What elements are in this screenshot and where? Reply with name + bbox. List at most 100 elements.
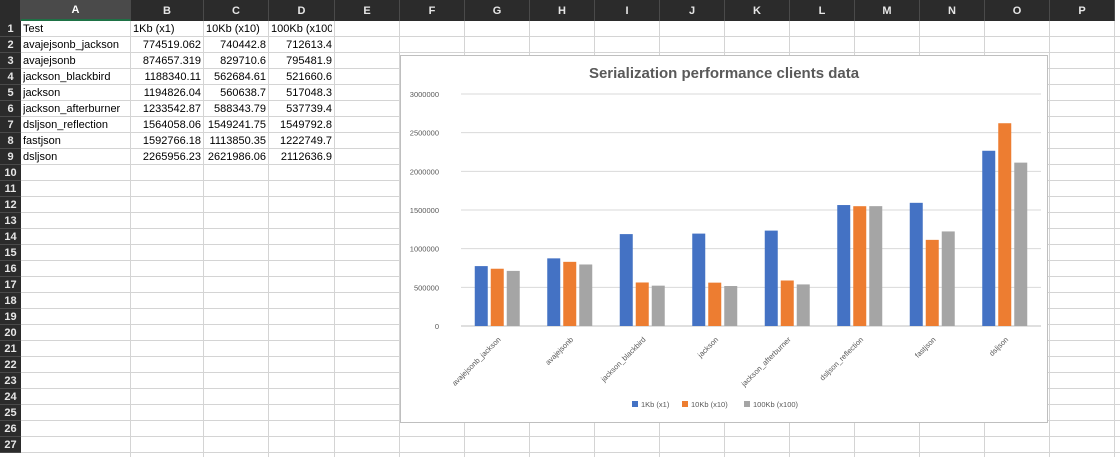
row-header-11[interactable]: 11 xyxy=(0,181,21,197)
row-header-17[interactable]: 17 xyxy=(0,277,21,293)
column-header-c[interactable]: C xyxy=(204,0,269,21)
cell-a4[interactable]: jackson_blackbird xyxy=(23,71,111,83)
cell-a3[interactable]: avajejsonb xyxy=(23,55,76,67)
cell-a2[interactable]: avajejsonb_jackson xyxy=(23,39,120,51)
cell-c8[interactable]: 1113850.35 xyxy=(209,135,266,147)
cell-d1[interactable]: 100Kb (x100) xyxy=(271,23,332,35)
row-header-19[interactable]: 19 xyxy=(0,309,21,325)
cell-d3[interactable]: 795481.9 xyxy=(286,55,332,67)
column-header-a[interactable]: A xyxy=(21,0,131,21)
cell-d4[interactable]: 521660.6 xyxy=(286,71,332,83)
cell-b5[interactable]: 1194826.04 xyxy=(143,87,201,99)
cell-a9[interactable]: dsljson xyxy=(23,151,58,163)
row-header-4[interactable]: 4 xyxy=(0,69,21,85)
column-header-l[interactable]: L xyxy=(790,0,855,21)
bar-jackson-blackbird-series-2 xyxy=(635,282,649,326)
cell-c4[interactable]: 562684.61 xyxy=(214,71,266,83)
cell-d6[interactable]: 537739.4 xyxy=(286,103,332,115)
embedded-chart[interactable]: Serialization performance clients data 0… xyxy=(400,55,1048,423)
gridline-vertical xyxy=(399,21,400,457)
cell-d5[interactable]: 517048.3 xyxy=(286,87,332,99)
row-header-1[interactable]: 1 xyxy=(0,21,21,37)
cell-d9[interactable]: 2112636.9 xyxy=(280,151,332,163)
column-header-d[interactable]: D xyxy=(269,0,335,21)
row-header-2[interactable]: 2 xyxy=(0,37,21,53)
row-header-25[interactable]: 25 xyxy=(0,405,21,421)
column-header-h[interactable]: H xyxy=(530,0,595,21)
row-header-22[interactable]: 22 xyxy=(0,357,21,373)
bar-jackson-series-2 xyxy=(708,282,722,326)
legend-label: 1Kb (x1) xyxy=(641,400,670,409)
row-header-8[interactable]: 8 xyxy=(0,133,21,149)
cell-b9[interactable]: 2265956.23 xyxy=(142,151,201,163)
cell-b3[interactable]: 874657.319 xyxy=(142,55,201,67)
cell-b7[interactable]: 1564058.06 xyxy=(142,119,201,131)
row-header-24[interactable]: 24 xyxy=(0,389,21,405)
bar-avajejsonb-jackson-series-1 xyxy=(474,266,488,326)
gridline-vertical xyxy=(334,21,335,457)
bar-jackson-series-3 xyxy=(724,286,738,326)
cell-d7[interactable]: 1549792.8 xyxy=(280,119,332,131)
cell-c1[interactable]: 10Kb (x10) xyxy=(206,23,260,35)
column-header-b[interactable]: B xyxy=(131,0,204,21)
y-tick-label: 500000 xyxy=(414,283,439,292)
column-header-k[interactable]: K xyxy=(725,0,790,21)
row-header-16[interactable]: 16 xyxy=(0,261,21,277)
select-all-corner[interactable] xyxy=(0,0,21,21)
row-header-12[interactable]: 12 xyxy=(0,197,21,213)
cell-c5[interactable]: 560638.7 xyxy=(220,87,266,99)
row-header-5[interactable]: 5 xyxy=(0,85,21,101)
cell-a5[interactable]: jackson xyxy=(23,87,61,99)
row-header-15[interactable]: 15 xyxy=(0,245,21,261)
row-header-9[interactable]: 9 xyxy=(0,149,21,165)
row-header-21[interactable]: 21 xyxy=(0,341,21,357)
bar-jackson-afterburner-series-2 xyxy=(780,280,794,326)
column-header-i[interactable]: I xyxy=(595,0,660,21)
column-header-m[interactable]: M xyxy=(855,0,920,21)
column-header-p[interactable]: P xyxy=(1050,0,1115,21)
cell-b4[interactable]: 1188340.11 xyxy=(144,71,201,83)
cell-a7[interactable]: dsljson_reflection xyxy=(23,119,108,131)
column-header-o[interactable]: O xyxy=(985,0,1050,21)
cell-b6[interactable]: 1233542.87 xyxy=(142,103,201,115)
row-header-14[interactable]: 14 xyxy=(0,229,21,245)
bar-chart: Serialization performance clients data 0… xyxy=(410,65,1041,409)
column-header-n[interactable]: N xyxy=(920,0,985,21)
row-header-18[interactable]: 18 xyxy=(0,293,21,309)
cell-b1[interactable]: 1Kb (x1) xyxy=(133,23,175,35)
bar-jackson-blackbird-series-1 xyxy=(619,234,633,326)
row-header-3[interactable]: 3 xyxy=(0,53,21,69)
column-header-e[interactable]: E xyxy=(335,0,400,21)
row-header-23[interactable]: 23 xyxy=(0,373,21,389)
bar-dsljson-series-3 xyxy=(1014,162,1028,326)
row-header-6[interactable]: 6 xyxy=(0,101,21,117)
cell-b2[interactable]: 774519.062 xyxy=(142,39,201,51)
y-tick-label: 2500000 xyxy=(410,129,439,138)
cell-b8[interactable]: 1592766.18 xyxy=(142,135,201,147)
bar-jackson-blackbird-series-3 xyxy=(651,285,665,326)
cell-a8[interactable]: fastjson xyxy=(23,135,61,147)
cell-d2[interactable]: 712613.4 xyxy=(286,39,332,51)
row-header-10[interactable]: 10 xyxy=(0,165,21,181)
row-header-20[interactable]: 20 xyxy=(0,325,21,341)
cell-c2[interactable]: 740442.8 xyxy=(220,39,266,51)
column-header-f[interactable]: F xyxy=(400,0,465,21)
row-header-13[interactable]: 13 xyxy=(0,213,21,229)
x-tick-label: avajejsonb_jackson xyxy=(450,335,503,388)
cell-a1[interactable]: Test xyxy=(23,23,44,35)
column-header-g[interactable]: G xyxy=(465,0,530,21)
column-header-j[interactable]: J xyxy=(660,0,725,21)
cell-c7[interactable]: 1549241.75 xyxy=(207,119,266,131)
row-header-7[interactable]: 7 xyxy=(0,117,21,133)
row-header-26[interactable]: 26 xyxy=(0,421,21,437)
cell-a6[interactable]: jackson_afterburner xyxy=(23,103,121,115)
bar-avajejsonb-series-3 xyxy=(579,264,593,326)
row-header-27[interactable]: 27 xyxy=(0,437,21,453)
y-tick-label: 0 xyxy=(435,322,439,331)
cell-c9[interactable]: 2621986.06 xyxy=(207,151,266,163)
x-tick-label: avajejsonb xyxy=(543,335,575,367)
cell-d8[interactable]: 1222749.7 xyxy=(280,135,332,147)
cell-c3[interactable]: 829710.6 xyxy=(220,55,266,67)
cell-c6[interactable]: 588343.79 xyxy=(214,103,266,115)
